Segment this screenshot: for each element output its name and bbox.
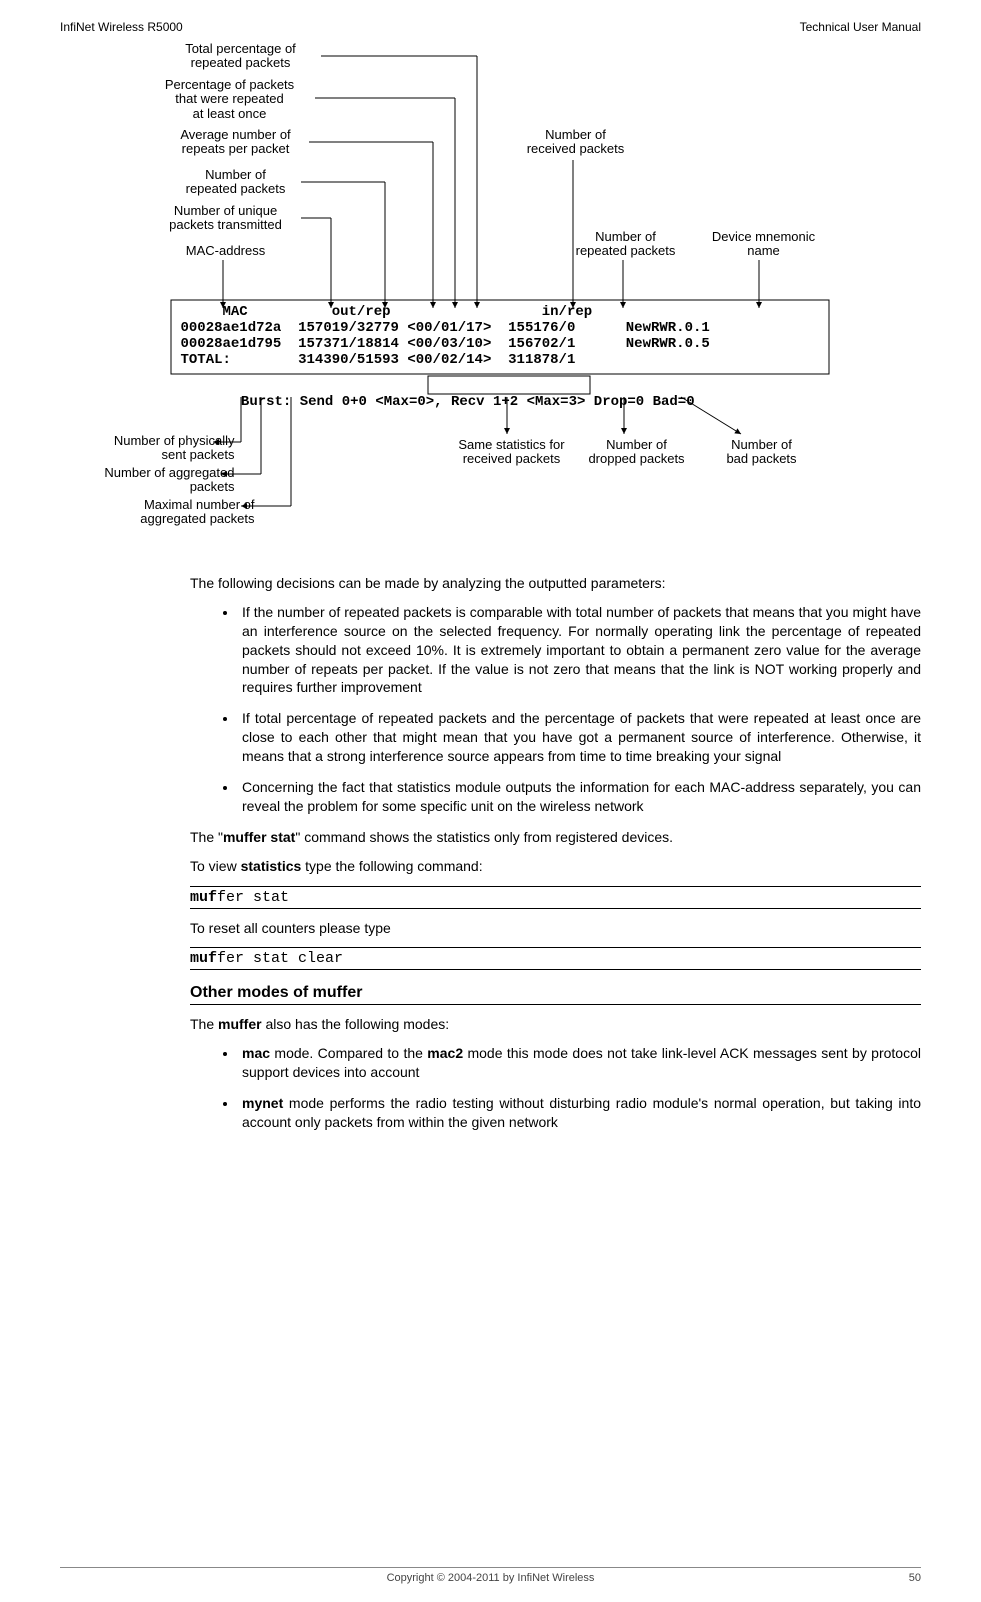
lbl-num-unique: Number of unique packets transmitted xyxy=(151,204,301,233)
lbl-rep-in: Number of repeated packets xyxy=(561,230,691,259)
footer-copyright: Copyright © 2004-2011 by InfiNet Wireles… xyxy=(100,1572,881,1584)
mono-row3: TOTAL: 314390/51593 <00/02/14> 311878/1 xyxy=(181,352,576,368)
lbl-bad: Number of bad packets xyxy=(707,438,817,467)
modes-intro: The muffer also has the following modes: xyxy=(190,1015,921,1034)
mono-header: MAC out/rep in/rep xyxy=(181,304,593,320)
list-item: If total percentage of repeated packets … xyxy=(238,709,921,766)
page-header: InfiNet Wireless R5000 Technical User Ma… xyxy=(60,20,921,34)
lbl-agg: Number of aggregated packets xyxy=(75,466,235,495)
lbl-total-pct: Total percentage of repeated packets xyxy=(161,42,321,71)
view-stats-line: To view statistics type the following co… xyxy=(190,857,921,876)
list-item: mac mode. Compared to the mac2 mode this… xyxy=(238,1044,921,1082)
bullet-list-1: If the number of repeated packets is com… xyxy=(190,603,921,816)
header-left: InfiNet Wireless R5000 xyxy=(60,20,183,34)
page-footer: Copyright © 2004-2011 by InfiNet Wireles… xyxy=(60,1567,921,1584)
cmd-muffer-stat-clear: muffer stat clear xyxy=(190,947,921,970)
lbl-same: Same statistics for received packets xyxy=(437,438,587,467)
muffer-stat-line: The "muffer stat" command shows the stat… xyxy=(190,828,921,847)
section-other-modes: Other modes of muffer xyxy=(190,984,921,1005)
intro-para: The following decisions can be made by a… xyxy=(190,574,921,593)
lbl-devname: Device mnemonic name xyxy=(699,230,829,259)
header-right: Technical User Manual xyxy=(800,20,921,34)
stat-diagram: Total percentage of repeated packets Per… xyxy=(141,42,841,562)
list-item: mynet mode performs the radio testing wi… xyxy=(238,1094,921,1132)
bullet-list-2: mac mode. Compared to the mac2 mode this… xyxy=(190,1044,921,1132)
cmd-muffer-stat: muffer stat xyxy=(190,886,921,909)
lbl-dropped: Number of dropped packets xyxy=(577,438,697,467)
reset-line: To reset all counters please type xyxy=(190,919,921,938)
mono-row1: 00028ae1d72a 157019/32779 <00/01/17> 155… xyxy=(181,320,710,336)
lbl-pct-once: Percentage of packets that were repeated… xyxy=(145,78,315,121)
lbl-mac: MAC-address xyxy=(171,244,281,258)
lbl-maxagg: Maximal number of aggregated packets xyxy=(95,498,255,527)
lbl-avg-rep: Average number of repeats per packet xyxy=(161,128,311,157)
footer-page-number: 50 xyxy=(881,1572,921,1584)
list-item: Concerning the fact that statistics modu… xyxy=(238,778,921,816)
lbl-num-rep: Number of repeated packets xyxy=(171,168,301,197)
lbl-phys-sent: Number of physically sent packets xyxy=(75,434,235,463)
mono-row2: 00028ae1d795 157371/18814 <00/03/10> 156… xyxy=(181,336,710,352)
list-item: If the number of repeated packets is com… xyxy=(238,603,921,697)
lbl-recv: Number of received packets xyxy=(511,128,641,157)
mono-burst: Burst: Send 0+0 <Max=0>, Recv 1+2 <Max=3… xyxy=(191,378,695,426)
